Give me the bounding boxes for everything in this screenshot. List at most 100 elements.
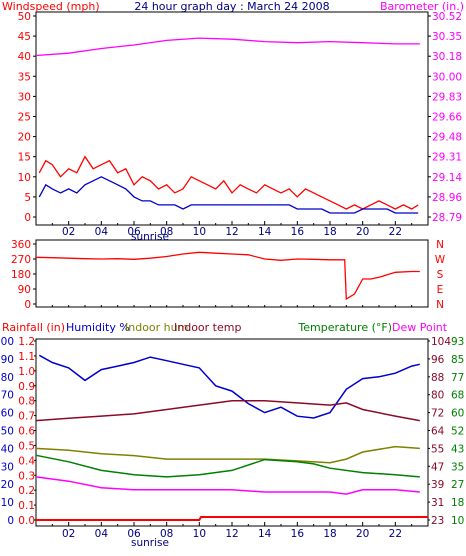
wind-x-tick: 22 [389, 226, 402, 238]
compass-tick: N [436, 299, 444, 311]
temperature-y-tick: 10 [451, 515, 464, 527]
rainfall-y-tick: 0.8 [18, 396, 35, 408]
climate-panel-frame [35, 338, 429, 527]
wind-y-tick: 5 [24, 192, 31, 204]
climate-x-tick: 12 [225, 528, 238, 540]
climate-x-tick: 04 [95, 528, 109, 540]
rainfall-y-tick: 0.6 [18, 426, 35, 438]
barometer-y-tick: 30.18 [432, 51, 462, 63]
barometer-y-tick: 29.14 [432, 172, 462, 184]
wind-x-tick: 20 [356, 226, 369, 238]
climate-x-tick: 16 [291, 528, 305, 540]
humidity-y-tick: 50 [1, 426, 14, 438]
wind-x-tick: 06 [127, 226, 141, 238]
wind-panel-frame [35, 11, 429, 226]
climate-x-tick: 02 [62, 528, 75, 540]
climate-x-tick: 10 [193, 528, 206, 540]
humidity-y-tick: 0 [7, 515, 14, 527]
direction-y-tick: 270 [11, 254, 31, 266]
rainfall-y-tick: 0.5 [18, 440, 35, 452]
indoor-temp-y-tick: 80 [431, 390, 444, 402]
wind-x-tick: 14 [258, 226, 272, 238]
wind-x-tick: 02 [62, 226, 75, 238]
temperature-label: Temperature (°F) [297, 321, 392, 334]
rainfall-y-tick: 0.2 [18, 485, 35, 497]
humidity-y-tick: 100 [0, 336, 14, 348]
wind-y-tick: 0 [24, 212, 31, 224]
temperature-y-tick: 77 [451, 372, 464, 384]
rainfall-y-tick: 1.0 [18, 366, 35, 378]
wind-x-tick: 10 [193, 226, 206, 238]
climate-x-tick: 08 [160, 528, 173, 540]
climate-x-tick: 22 [389, 528, 402, 540]
compass-tick: E [437, 284, 444, 296]
direction-panel-frame [35, 239, 429, 308]
dew-point-label: Dew Point [392, 321, 448, 334]
indoor-temp-y-tick: 55 [431, 443, 444, 455]
temperature-y-tick: 60 [451, 408, 464, 420]
rainfall-y-tick: 1.1 [18, 351, 35, 363]
direction-y-tick: 360 [11, 239, 31, 251]
indoor-temp-y-tick: 47 [431, 461, 444, 473]
windspeed-label: Windspeed (mph) [2, 0, 100, 13]
compass-tick: N [436, 239, 444, 251]
sunrise-label-top: sunrise [131, 231, 169, 243]
temperature-y-tick: 52 [451, 426, 464, 438]
climate-x-tick: 14 [258, 528, 272, 540]
wind-y-tick: 35 [18, 71, 31, 83]
windspeed-series-line [38, 155, 419, 210]
humidity-y-tick: 40 [1, 443, 14, 455]
humidity-y-tick: 80 [1, 372, 14, 384]
barometer-y-tick: 28.79 [432, 212, 462, 224]
wind-y-tick: 10 [18, 172, 31, 184]
indoor-temp-y-tick: 31 [431, 497, 444, 509]
barometer-y-tick: 29.31 [432, 152, 462, 164]
barometer-series-line [35, 37, 420, 57]
climate-x-tick: 20 [356, 528, 369, 540]
indoor-temp-y-tick: 104 [431, 336, 451, 348]
barometer-y-tick: 29.48 [432, 132, 462, 144]
climate-x-tick: 06 [127, 528, 141, 540]
sunrise-label-bottom: sunrise [131, 537, 169, 549]
direction-series-line [35, 251, 420, 301]
indoor-hum-label: Indoor hum [125, 321, 188, 334]
temperature-y-tick: 93 [451, 336, 464, 348]
wind-x-tick: 18 [323, 226, 336, 238]
temperature-y-tick: 68 [451, 390, 464, 402]
barometer-y-tick: 29.83 [432, 91, 462, 103]
wind-y-tick: 45 [18, 31, 31, 43]
compass-tick: S [437, 269, 444, 281]
indoor-temp-y-tick: 64 [431, 426, 445, 438]
temperature-y-tick: 35 [451, 461, 464, 473]
humidity-y-tick: 10 [1, 497, 14, 509]
rainfall-y-tick: 0.9 [18, 381, 35, 393]
rainfall-y-tick: 1.2 [18, 336, 35, 348]
indoor-temp-label: Indoor temp [174, 321, 241, 334]
compass-tick: W [435, 254, 446, 266]
rainfall-series-line [36, 516, 428, 521]
direction-y-tick: 180 [11, 269, 31, 281]
rainfall-y-tick: 0.1 [18, 500, 35, 512]
wind-y-tick: 15 [18, 152, 31, 164]
rainfall-y-tick: 0.3 [18, 470, 35, 482]
wind-y-tick: 30 [18, 91, 31, 103]
wind-y-tick: 50 [18, 11, 31, 23]
indoor-temp-y-tick: 23 [431, 515, 444, 527]
humidity-series-line [38, 354, 420, 419]
temperature-y-tick: 43 [451, 443, 464, 455]
humidity-y-tick: 70 [1, 390, 14, 402]
wind-x-tick: 04 [95, 226, 109, 238]
climate-x-tick: 18 [323, 528, 336, 540]
wind_avg-series-line [38, 176, 419, 214]
rainfall-label: Rainfall (in) [2, 321, 65, 334]
temperature-y-tick: 27 [451, 479, 464, 491]
barometer-y-tick: 29.66 [432, 112, 462, 124]
wind-y-tick: 40 [18, 51, 31, 63]
wind-x-tick: 12 [225, 226, 238, 238]
barometer-label: Barometer (in.) [380, 0, 464, 13]
direction-y-tick: 0 [24, 299, 31, 311]
barometer-y-tick: 28.96 [432, 192, 462, 204]
humidity-label: Humidity % [66, 321, 130, 334]
